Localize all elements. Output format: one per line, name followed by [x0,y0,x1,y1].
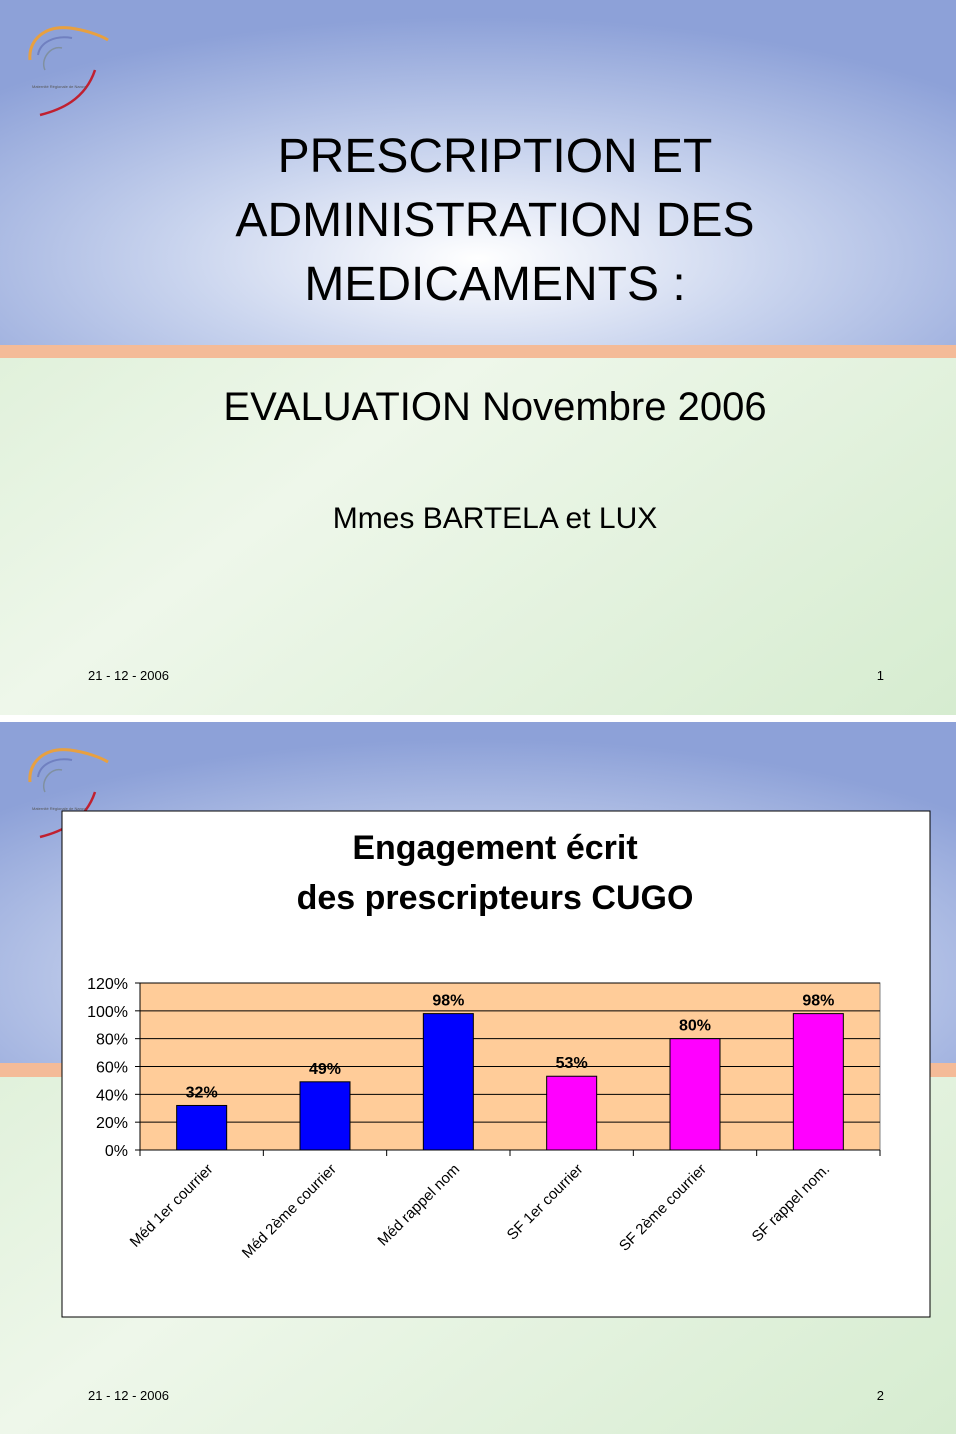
value-label: 98% [802,993,834,1010]
value-label: 49% [309,1061,341,1078]
y-tick-label: 0% [105,1143,128,1160]
bar [176,1104,228,1151]
bar [299,1081,351,1151]
y-tick-label: 60% [96,1060,128,1077]
bar [792,1013,844,1151]
authors: Mmes BARTELA et LUX [333,502,658,535]
value-label: 32% [186,1084,218,1101]
slide-1: Maternité Régionale de Nancy PRESCRIPTIO… [0,0,956,715]
logo-text: Maternité Régionale de Nancy [32,84,86,89]
page-number: 1 [877,668,884,683]
bar [422,1013,474,1151]
page-number: 2 [877,1388,884,1403]
y-tick-label: 20% [96,1115,128,1132]
value-label: 98% [432,993,464,1010]
y-tick-label: 80% [96,1032,128,1049]
title-line: MEDICAMENTS : [304,258,685,311]
value-label: 80% [679,1018,711,1035]
title-band [0,0,956,345]
y-tick-label: 120% [87,976,128,993]
logo-text: Maternité Régionale de Nancy [32,806,86,811]
bar [546,1075,598,1151]
date: 21 - 12 - 2006 [88,1388,169,1403]
bar [669,1038,721,1151]
chart-title: des prescripteurs CUGO [297,879,694,917]
stripe [0,345,956,358]
y-tick-label: 40% [96,1087,128,1104]
subtitle: EVALUATION Novembre 2006 [223,385,766,429]
value-label: 53% [556,1055,588,1072]
chart: Engagement écrit des prescripteurs CUGO … [61,810,931,1318]
y-tick-label: 100% [87,1004,128,1021]
chart-title: Engagement écrit [352,829,637,867]
title-line: PRESCRIPTION ET [278,130,713,183]
title-line: ADMINISTRATION DES [235,194,754,247]
date: 21 - 12 - 2006 [88,668,169,683]
